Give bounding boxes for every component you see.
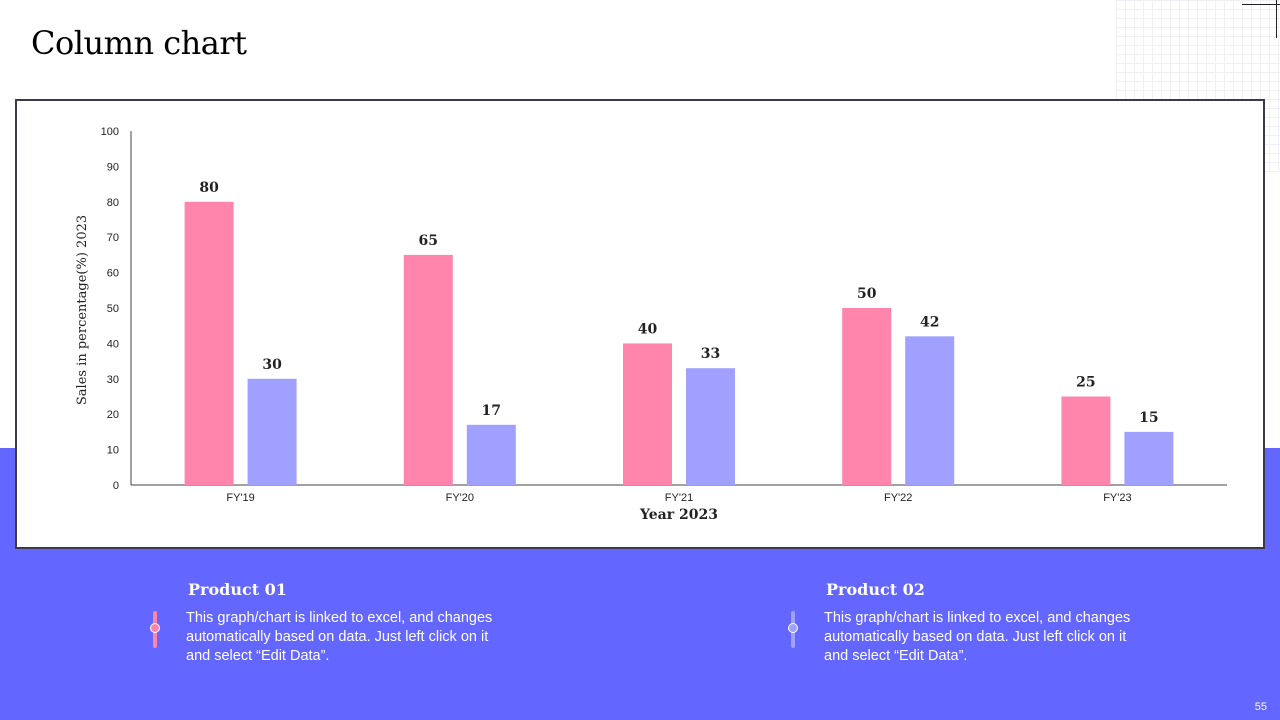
- page-title: Column chart: [31, 24, 247, 62]
- legend-description: This graph/chart is linked to excel, and…: [824, 610, 1131, 664]
- bar-data-label: 17: [482, 403, 501, 419]
- legend-dot-icon: [788, 623, 798, 633]
- bar-data-label: 65: [419, 233, 438, 249]
- x-axis-title: Year 2023: [639, 507, 718, 523]
- x-tick-label: FY'21: [665, 492, 693, 504]
- bar-product-02: [686, 368, 735, 485]
- y-tick-label: 10: [107, 445, 119, 457]
- x-tick-label: FY'20: [446, 492, 474, 504]
- y-tick-label: 30: [107, 374, 119, 386]
- column-chart[interactable]: 0 10 20 30 40 50 60 70 80 90 100 80 30 FY'19 65 17 FY'20…: [17, 101, 1263, 547]
- bar-data-label: 80: [199, 180, 219, 196]
- legend-title: Product 02: [826, 580, 925, 599]
- y-axis-title: Sales in percentage(%) 2023: [75, 215, 90, 405]
- bar-product-01: [842, 308, 892, 485]
- bar-data-label: 15: [1139, 410, 1158, 426]
- page-number: 55: [1254, 701, 1267, 713]
- y-tick-label: 70: [107, 232, 119, 244]
- x-tick-label: FY'22: [884, 492, 912, 504]
- y-tick-label: 40: [107, 338, 119, 350]
- legend-product-02: Product 02 This graph/chart is linked to…: [788, 580, 1151, 666]
- bar-product-02: [1124, 431, 1174, 485]
- y-tick-label: 20: [107, 409, 119, 421]
- bar-product-01: [184, 201, 234, 486]
- x-tick-label: FY'23: [1103, 492, 1131, 504]
- corner-line-decoration: [1276, 0, 1277, 38]
- legend-description: This graph/chart is linked to excel, and…: [186, 610, 493, 664]
- bar-product-02: [905, 336, 955, 485]
- y-tick-label: 90: [107, 161, 119, 173]
- y-tick-label: 50: [107, 303, 119, 315]
- bar-data-label: 30: [262, 357, 282, 373]
- bar-data-label: 25: [1076, 375, 1095, 391]
- y-tick-label: 0: [113, 480, 119, 492]
- bar-product-01: [623, 343, 672, 485]
- corner-line-decoration: [1242, 4, 1280, 5]
- legend-dot-icon: [150, 623, 160, 633]
- legend-marker-icon: [150, 611, 160, 648]
- bar-product-02: [247, 378, 297, 485]
- bar-data-label: 33: [701, 346, 720, 362]
- bar-data-label: 50: [857, 286, 877, 302]
- y-tick-label: 80: [107, 197, 119, 209]
- y-tick-label: 100: [101, 126, 119, 138]
- legend-marker-icon: [788, 611, 798, 648]
- bar-product-01: [1061, 396, 1111, 485]
- bar-product-01: [403, 254, 453, 485]
- y-tick-label: 60: [107, 268, 119, 280]
- bar-product-02: [466, 424, 516, 485]
- bar-data-label: 40: [638, 321, 658, 337]
- bar-data-label: 42: [920, 314, 939, 330]
- x-tick-label: FY'19: [226, 492, 254, 504]
- legend-title: Product 01: [188, 580, 287, 599]
- legend-product-01: Product 01 This graph/chart is linked to…: [150, 580, 513, 666]
- chart-frame[interactable]: 0 10 20 30 40 50 60 70 80 90 100 80 30 FY'19 65 17 FY'20…: [15, 99, 1265, 549]
